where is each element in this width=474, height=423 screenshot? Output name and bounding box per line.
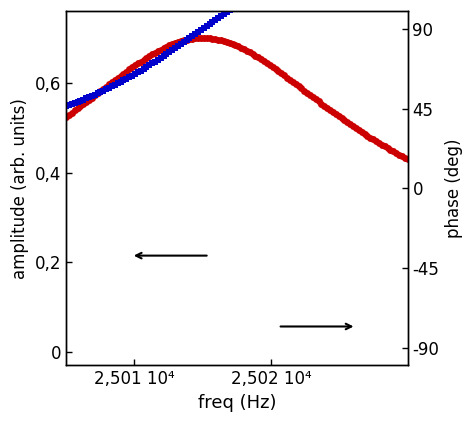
Y-axis label: phase (deg): phase (deg) <box>445 139 463 238</box>
Y-axis label: amplitude (arb. units): amplitude (arb. units) <box>11 98 29 279</box>
X-axis label: freq (Hz): freq (Hz) <box>198 394 276 412</box>
